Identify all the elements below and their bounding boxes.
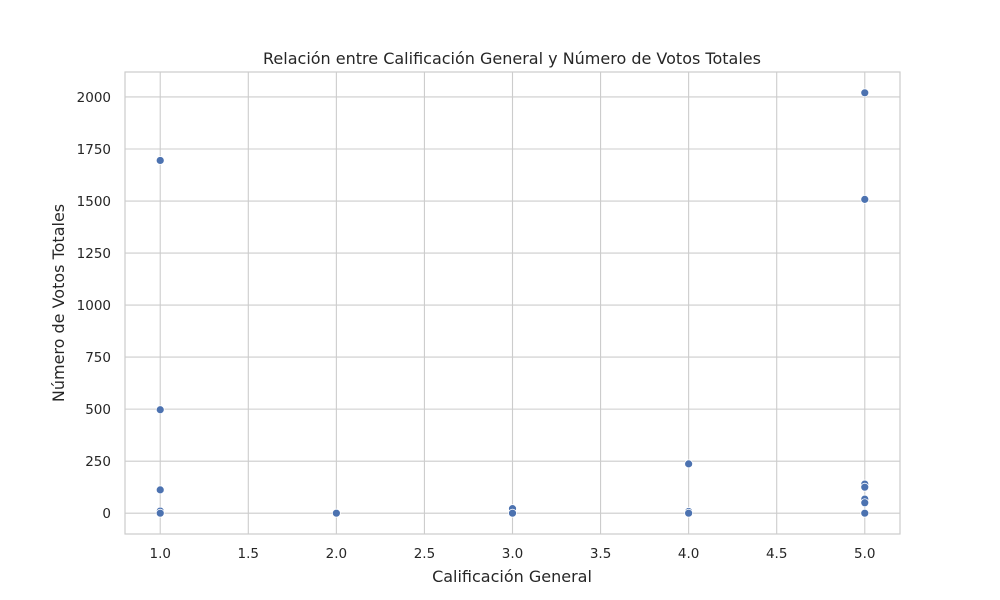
x-tick-label: 2.5 bbox=[414, 546, 435, 562]
x-tick-label: 5.0 bbox=[854, 546, 875, 562]
tick-labels: 1.0 1.5 2.0 2.5 3.0 3.5 4.0 4.5 5.0 0 250 500 750 100… bbox=[77, 90, 876, 562]
data-point bbox=[155, 508, 165, 518]
y-tick-label: 500 bbox=[85, 402, 111, 418]
chart-title: Relación entre Calificación General y Nú… bbox=[263, 49, 761, 68]
data-point bbox=[684, 459, 694, 469]
data-point bbox=[860, 482, 870, 492]
y-axis-label: Número de Votos Totales bbox=[49, 204, 68, 402]
x-tick-label: 3.5 bbox=[590, 546, 611, 562]
data-point bbox=[155, 156, 165, 165]
data-points bbox=[155, 88, 870, 518]
y-tick-label: 1500 bbox=[77, 194, 111, 210]
x-tick-label: 1.0 bbox=[149, 546, 170, 562]
data-point bbox=[860, 508, 870, 518]
x-tick-label: 3.0 bbox=[502, 546, 523, 562]
y-tick-label: 750 bbox=[85, 350, 111, 366]
x-tick-label: 4.5 bbox=[766, 546, 787, 562]
y-tick-label: 1250 bbox=[77, 246, 111, 262]
data-point bbox=[684, 508, 694, 518]
y-tick-label: 1000 bbox=[77, 298, 111, 314]
x-tick-label: 4.0 bbox=[678, 546, 699, 562]
y-tick-label: 1750 bbox=[77, 142, 111, 158]
data-point bbox=[155, 405, 165, 415]
data-point bbox=[860, 194, 870, 204]
data-point bbox=[860, 498, 870, 508]
data-point bbox=[508, 508, 517, 518]
y-tick-label: 0 bbox=[102, 506, 111, 522]
x-tick-label: 1.5 bbox=[238, 546, 259, 562]
y-tick-label: 2000 bbox=[77, 90, 111, 106]
data-point bbox=[331, 508, 341, 518]
data-point bbox=[155, 485, 165, 495]
data-point bbox=[860, 88, 870, 98]
x-tick-label: 2.0 bbox=[326, 546, 347, 562]
x-axis-label: Calificación General bbox=[432, 567, 592, 586]
y-tick-label: 250 bbox=[85, 454, 111, 470]
